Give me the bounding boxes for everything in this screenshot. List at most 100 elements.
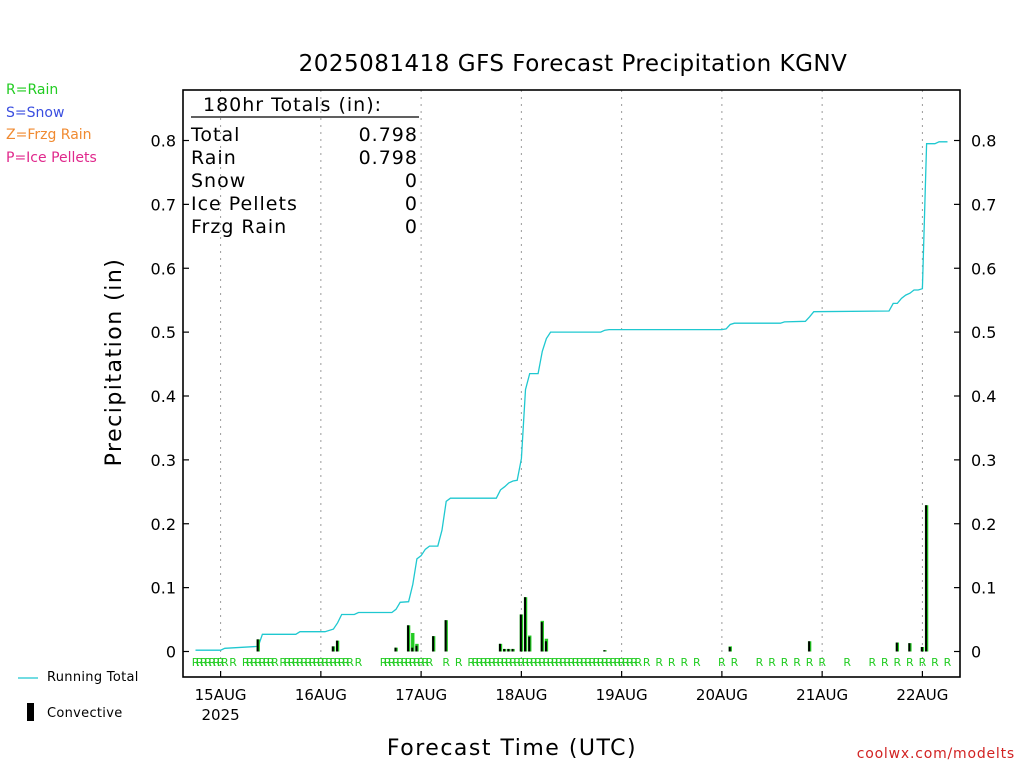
convective-bar: [908, 643, 911, 652]
precip-type-label: R: [635, 656, 643, 669]
convective-bar: [528, 636, 531, 652]
totals-value: 0.798: [358, 147, 418, 169]
totals-value: 0: [404, 216, 418, 238]
legend-snow: S=Snow: [6, 105, 65, 121]
y-tick-label-left: 0.8: [151, 132, 176, 151]
y-axis-label: Precipitation (in): [102, 257, 127, 467]
convective-bar: [524, 597, 527, 652]
precip-type-label: R: [196, 656, 204, 669]
precip-type-label: R: [818, 656, 826, 669]
x-tick-label: 21AUG: [796, 686, 848, 704]
x-tick-sublabel: 2025: [202, 706, 240, 724]
precip-type-label: R: [522, 656, 530, 669]
y-tick-label-left: 0.3: [151, 451, 176, 470]
precip-type-label: R: [405, 656, 413, 669]
precip-type-label: R: [279, 656, 287, 669]
y-tick-label-left: 0.1: [151, 579, 176, 598]
precip-type-label: R: [192, 656, 200, 669]
convective-bar: [540, 622, 543, 652]
convective-bar: [808, 641, 811, 652]
precip-type-label: R: [518, 656, 526, 669]
precip-type-label: R: [346, 656, 354, 669]
precip-type-label: R: [618, 656, 626, 669]
precip-type-label: R: [413, 656, 421, 669]
convective-bar: [544, 641, 547, 652]
axes: 0 00.1 0.10.2 0.20.3 0.30.4 0.40.5 0.50.6 0.60.…: [151, 89, 996, 724]
precip-type-label: R: [342, 656, 350, 669]
x-tick-label: 22AUG: [896, 686, 948, 704]
precip-type-label: R: [551, 656, 559, 669]
precip-type-label: R: [693, 656, 701, 669]
x-tick-label: 20AUG: [696, 686, 748, 704]
convective-bar: [394, 647, 397, 652]
precip-type-label: R: [756, 656, 764, 669]
precip-type-label: R: [200, 656, 208, 669]
precip-type-label: R: [843, 656, 851, 669]
precip-type-label: R: [355, 656, 363, 669]
precip-type-label: R: [288, 656, 296, 669]
precip-type-label: R: [317, 656, 325, 669]
x-tick-label: 19AUG: [596, 686, 648, 704]
x-tick-label: 18AUG: [495, 686, 547, 704]
totals-value: 0: [404, 193, 418, 215]
precip-type-label: R: [229, 656, 237, 669]
precip-type-label: R: [388, 656, 396, 669]
total-bar: [411, 632, 415, 652]
precip-type-label: R: [559, 656, 567, 669]
convective-bar: [411, 647, 414, 652]
precip-type-label: R: [271, 656, 279, 669]
precip-type-label: R: [626, 656, 634, 669]
precip-type-label: R: [309, 656, 317, 669]
y-tick-label-right: 0.4: [971, 387, 996, 406]
totals-header: 180hr Totals (in):: [203, 94, 383, 116]
precip-type-label: R: [325, 656, 333, 669]
running-total-series: [195, 141, 948, 651]
precip-type-label: R: [655, 656, 663, 669]
x-tick-label: 15AUG: [195, 686, 247, 704]
precip-type-label: R: [768, 656, 776, 669]
precip-type-label: R: [296, 656, 304, 669]
precip-type-label: R: [589, 656, 597, 669]
x-tick-label: 17AUG: [395, 686, 447, 704]
precip-type-label: R: [568, 656, 576, 669]
convective-bar: [925, 505, 928, 652]
precip-type-label: R: [267, 656, 275, 669]
convective-bar: [444, 620, 447, 652]
series-legend-marks: [18, 677, 38, 721]
y-tick-label-right: 0.3: [971, 451, 996, 470]
y-tick-label-right: 0.7: [971, 195, 996, 214]
precip-type-label: R: [509, 656, 517, 669]
precip-type-label: R: [680, 656, 688, 669]
precip-type-label: R: [718, 656, 726, 669]
totals-label: Snow: [191, 170, 247, 192]
precip-type-label: R: [396, 656, 404, 669]
convective-bar: [920, 647, 923, 652]
y-tick-label-left: 0.5: [151, 323, 176, 342]
convective-bar: [331, 646, 334, 652]
precip-type-label: R: [246, 656, 254, 669]
precip-type-label: R: [476, 656, 484, 669]
precip-type-label: R: [505, 656, 513, 669]
convective-bar: [511, 648, 514, 652]
totals-label: Frzg Rain: [191, 216, 288, 238]
precip-type-label: R: [793, 656, 801, 669]
precip-type-label: R: [576, 656, 584, 669]
precip-type-label: R: [217, 656, 225, 669]
convective-bar: [603, 650, 606, 652]
precip-type-label: R: [614, 656, 622, 669]
precip-type-label: R: [472, 656, 480, 669]
precip-type-label: R: [580, 656, 588, 669]
day-gridlines: [220, 90, 923, 677]
precip-type-label: R: [304, 656, 312, 669]
precip-type-label: R: [501, 656, 509, 669]
precip-type-label: R: [380, 656, 388, 669]
precip-type-label: R: [806, 656, 814, 669]
precip-type-label: R: [484, 656, 492, 669]
precip-type-label: R: [605, 656, 613, 669]
precip-type-label: R: [643, 656, 651, 669]
precip-type-label: R: [601, 656, 609, 669]
precip-type-label: R: [313, 656, 321, 669]
convective-bar: [336, 640, 339, 652]
y-tick-label-left: 0: [166, 643, 176, 662]
